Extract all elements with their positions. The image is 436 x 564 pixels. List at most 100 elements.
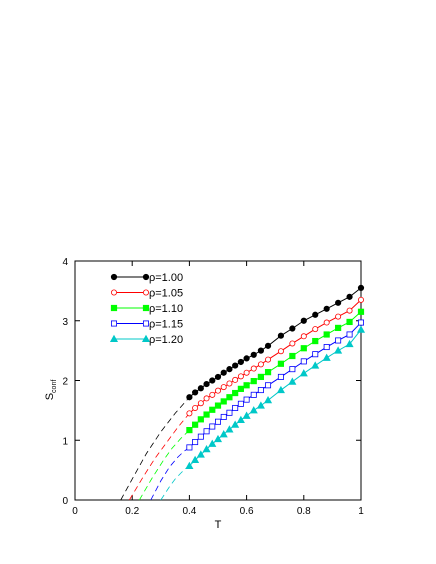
data-point bbox=[277, 373, 284, 380]
data-point bbox=[243, 355, 250, 362]
data-point bbox=[242, 411, 251, 419]
data-point bbox=[346, 307, 353, 314]
legend-label: ρ=1.05 bbox=[149, 288, 183, 300]
data-point bbox=[186, 426, 193, 434]
data-point bbox=[226, 409, 233, 416]
x-tick-label: 0.4 bbox=[182, 506, 196, 517]
data-point bbox=[213, 434, 223, 443]
data-point bbox=[219, 430, 228, 438]
data-point bbox=[237, 358, 244, 366]
y-tick-label: 4 bbox=[62, 257, 68, 268]
data-point bbox=[203, 380, 210, 388]
data-point bbox=[192, 389, 199, 396]
data-point bbox=[289, 366, 296, 373]
legend-label: ρ=1.15 bbox=[149, 319, 183, 331]
data-point bbox=[197, 400, 204, 407]
data-point bbox=[220, 398, 227, 405]
data-point bbox=[346, 293, 353, 300]
data-point bbox=[323, 331, 330, 338]
plot-frame bbox=[74, 260, 362, 501]
data-point bbox=[300, 317, 307, 324]
data-point bbox=[265, 356, 272, 363]
data-point bbox=[208, 439, 217, 447]
data-point bbox=[220, 369, 227, 376]
data-point bbox=[237, 385, 244, 392]
extrapolation-line bbox=[150, 447, 190, 501]
data-point bbox=[264, 395, 273, 404]
data-point bbox=[345, 339, 354, 348]
data-point bbox=[232, 389, 239, 397]
data-point bbox=[243, 369, 250, 376]
legend-marker bbox=[109, 334, 119, 343]
data-point bbox=[312, 337, 319, 345]
data-point bbox=[192, 421, 199, 428]
data-point bbox=[209, 406, 216, 413]
data-point bbox=[214, 373, 222, 381]
legend-marker bbox=[142, 304, 150, 312]
data-point bbox=[277, 348, 284, 355]
legend-marker bbox=[142, 289, 149, 296]
data-point bbox=[203, 395, 210, 402]
x-axis-label: T bbox=[215, 519, 222, 531]
legend-marker bbox=[111, 289, 118, 296]
data-point bbox=[265, 382, 272, 389]
x-tick-label: 0.2 bbox=[125, 506, 139, 517]
data-point bbox=[322, 353, 331, 361]
data-point bbox=[288, 377, 297, 385]
data-point bbox=[357, 319, 364, 326]
data-point bbox=[243, 382, 250, 389]
extrapolation-line bbox=[139, 429, 190, 501]
data-point bbox=[356, 325, 366, 333]
series-line bbox=[189, 299, 362, 414]
legend-marker bbox=[110, 273, 118, 281]
data-point bbox=[237, 373, 244, 380]
series-line bbox=[189, 287, 362, 398]
data-point bbox=[311, 361, 320, 369]
legend-label: ρ=1.10 bbox=[149, 303, 183, 315]
extrapolation-lines bbox=[120, 396, 190, 501]
data-point bbox=[243, 396, 250, 403]
data-point bbox=[250, 377, 257, 385]
data-point bbox=[250, 351, 257, 358]
data-point bbox=[323, 319, 330, 326]
data-point bbox=[289, 352, 296, 360]
data-point bbox=[335, 337, 342, 344]
data-point bbox=[289, 340, 296, 347]
data-point bbox=[300, 358, 307, 365]
data-point bbox=[209, 377, 216, 384]
data-point bbox=[257, 373, 264, 381]
data-point bbox=[225, 425, 234, 433]
data-point bbox=[335, 324, 342, 332]
data-point bbox=[186, 444, 193, 451]
data-point bbox=[209, 423, 216, 430]
y-axis-label-group: Sconf bbox=[44, 380, 58, 401]
data-point bbox=[312, 351, 319, 358]
extrapolation-line bbox=[128, 413, 190, 501]
data-point bbox=[300, 345, 307, 352]
data-point bbox=[196, 450, 205, 458]
legend-marker bbox=[111, 320, 118, 327]
data-point bbox=[231, 420, 240, 428]
data-point bbox=[312, 326, 319, 333]
y-tick-label: 1 bbox=[62, 436, 68, 447]
legend-marker bbox=[142, 273, 150, 281]
data-point bbox=[226, 380, 233, 387]
data-point bbox=[232, 362, 239, 369]
data-point bbox=[192, 404, 199, 411]
data-point bbox=[220, 384, 227, 391]
data-point bbox=[277, 332, 285, 339]
data-point bbox=[334, 346, 343, 354]
data-point bbox=[335, 313, 342, 320]
data-point bbox=[264, 342, 272, 349]
data-point bbox=[203, 411, 210, 418]
data-point bbox=[299, 369, 308, 377]
legend: ρ=1.00 ρ=1.05 ρ=1.10 ρ=1.15 ρ=1.20 bbox=[109, 272, 183, 346]
data-point bbox=[232, 404, 239, 411]
data-point bbox=[214, 402, 222, 409]
data-point bbox=[300, 333, 307, 340]
y-axis-label-main: S bbox=[44, 393, 56, 400]
data-point bbox=[257, 361, 264, 368]
data-point bbox=[264, 369, 272, 376]
data-point bbox=[214, 387, 221, 394]
data-point bbox=[249, 406, 258, 414]
